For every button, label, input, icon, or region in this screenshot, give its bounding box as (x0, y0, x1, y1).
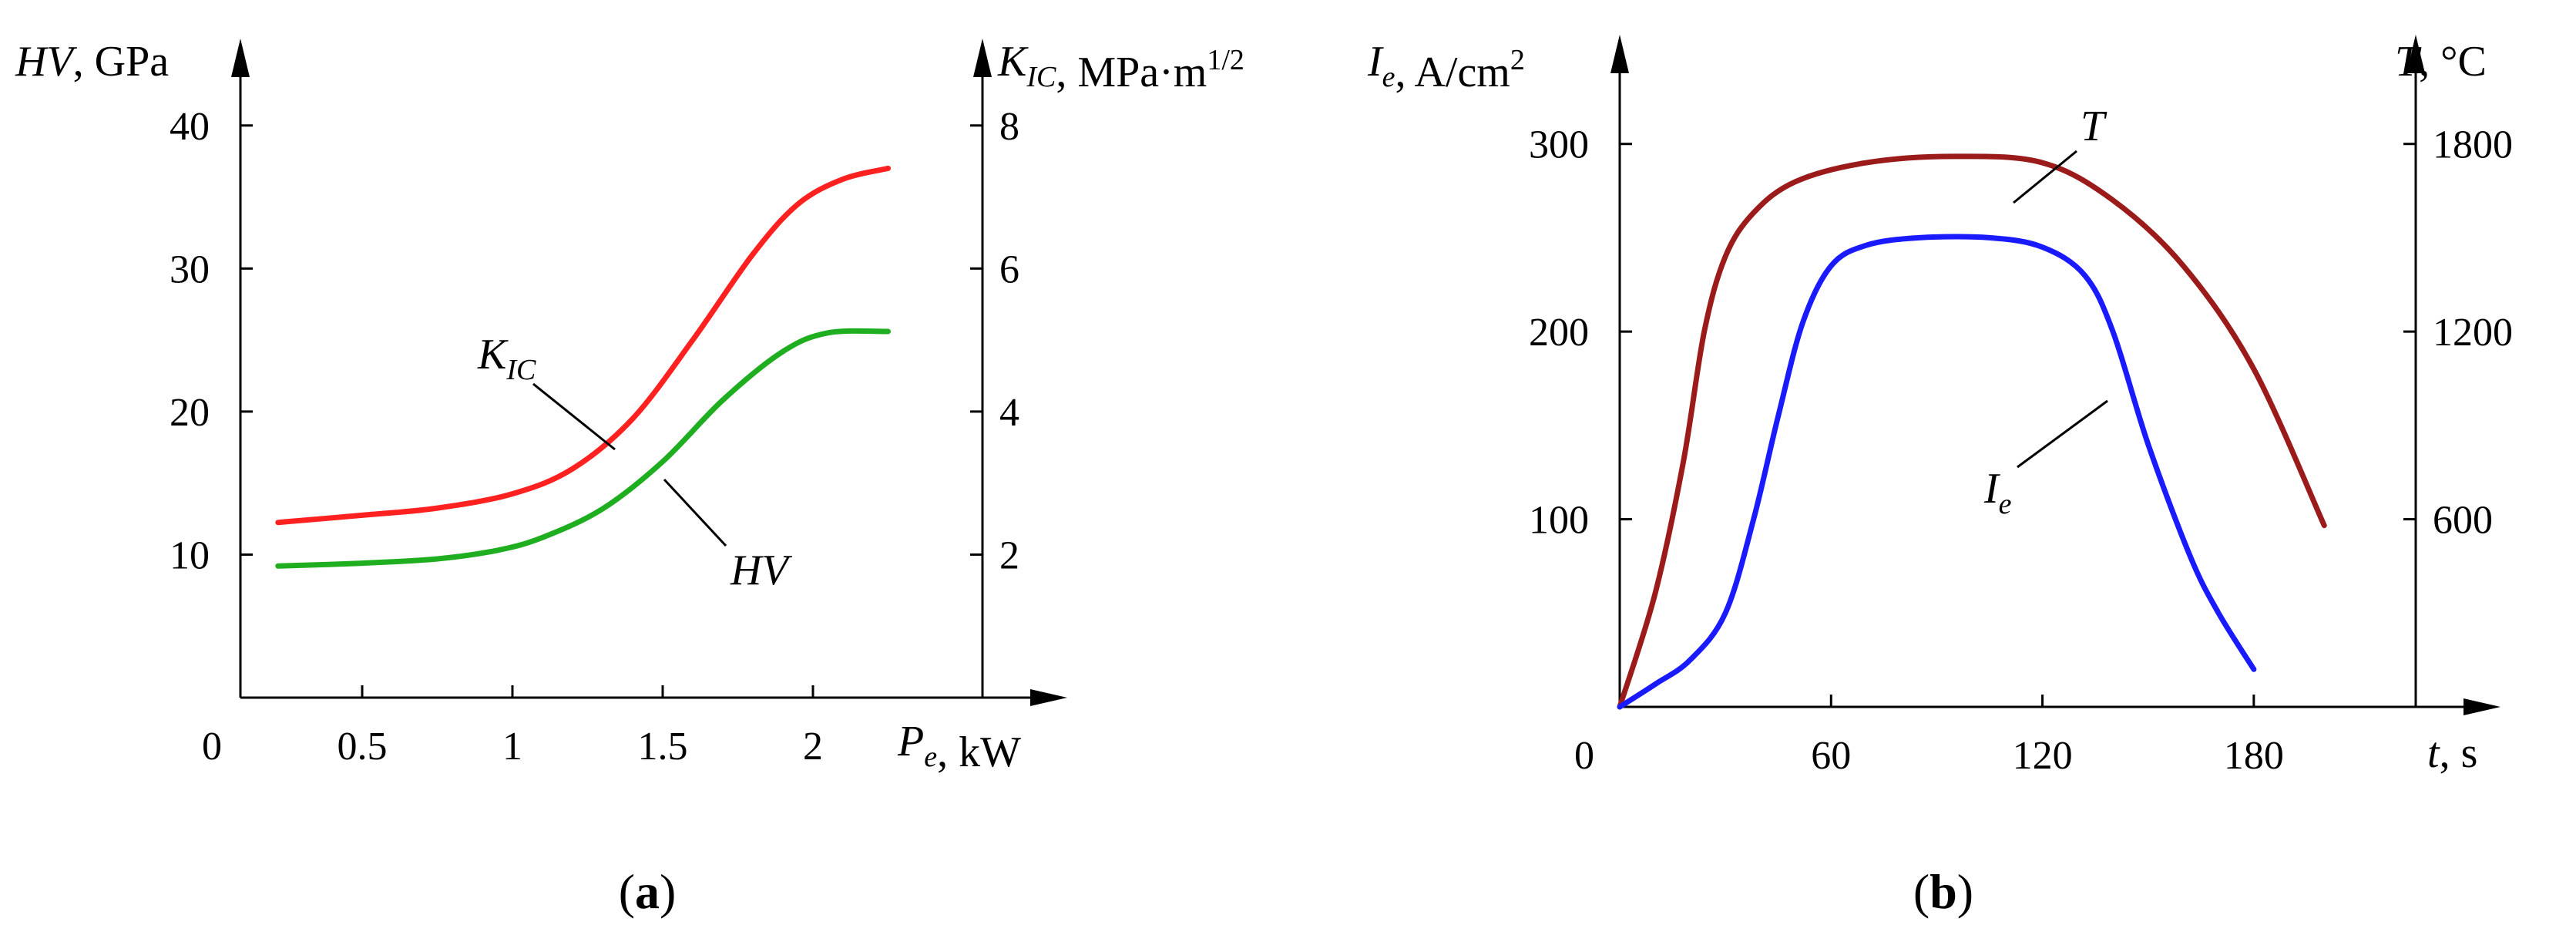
x-axis-arrow (2463, 698, 2500, 715)
y-axis-right-label: KIC, MPa·m1/2 (997, 38, 1244, 96)
y-tick-label-left: 10 (170, 533, 210, 577)
x-tick-label: 2 (803, 725, 823, 769)
x-tick-label: 0.5 (338, 725, 388, 769)
caption-a: (a) (619, 864, 677, 919)
y-tick-label-left: 100 (1529, 499, 1589, 543)
series-line-K_IC (275, 165, 891, 526)
y-tick-label-right: 600 (2433, 499, 2493, 543)
y-axis-left-label: Ie, A/cm2 (1367, 38, 1525, 96)
y-tick-label-left: 40 (170, 105, 210, 149)
y-tick-label-right: 4 (999, 391, 1019, 435)
x-tick-label: 1.5 (638, 725, 688, 769)
series-line-HV (275, 328, 891, 569)
series-label-I_e: Ie (1983, 465, 2012, 520)
y-tick-label-left: 20 (170, 391, 210, 435)
x-axis-label: t, s (2427, 729, 2477, 777)
series-leader-T (2013, 150, 2077, 204)
y-axis-right-arrow (973, 39, 992, 77)
x-tick-label: 120 (2013, 734, 2073, 778)
x-axis-label: Pe, kW (897, 718, 1021, 776)
origin-label: 0 (1574, 734, 1594, 778)
x-tick-label: 180 (2224, 734, 2284, 778)
y-axis-left-arrow (231, 39, 250, 77)
y-axis-left-label: HV, GPa (15, 38, 169, 86)
series-leader-HV (663, 478, 727, 547)
y-axis-right-arrow (2406, 35, 2425, 73)
x-tick-label: 60 (1811, 734, 1851, 778)
series-line-T (1617, 153, 2327, 710)
series-leader-K_IC (532, 382, 616, 451)
y-tick-label-right: 1800 (2433, 123, 2513, 167)
y-tick-label-right: 8 (999, 105, 1019, 149)
origin-label: 0 (202, 725, 222, 769)
series-label-T: T (2081, 103, 2107, 150)
series-label-K_IC: KIC (477, 331, 536, 386)
series-label-HV: HV (730, 547, 792, 594)
x-tick-label: 1 (502, 725, 522, 769)
y-tick-label-right: 2 (999, 533, 1019, 577)
y-axis-right-label: T, °C (2395, 38, 2487, 86)
series-leader-I_e (2017, 399, 2108, 469)
y-tick-label-left: 200 (1529, 311, 1589, 355)
caption-b: (b) (1913, 864, 1973, 919)
x-axis-arrow (1030, 689, 1067, 706)
y-axis-left-arrow (1610, 35, 1629, 73)
y-tick-label-right: 6 (999, 247, 1019, 291)
y-tick-label-left: 300 (1529, 123, 1589, 167)
series-line-I_e (1617, 234, 2257, 710)
y-tick-label-left: 30 (170, 247, 210, 291)
y-tick-label-right: 1200 (2433, 311, 2513, 355)
